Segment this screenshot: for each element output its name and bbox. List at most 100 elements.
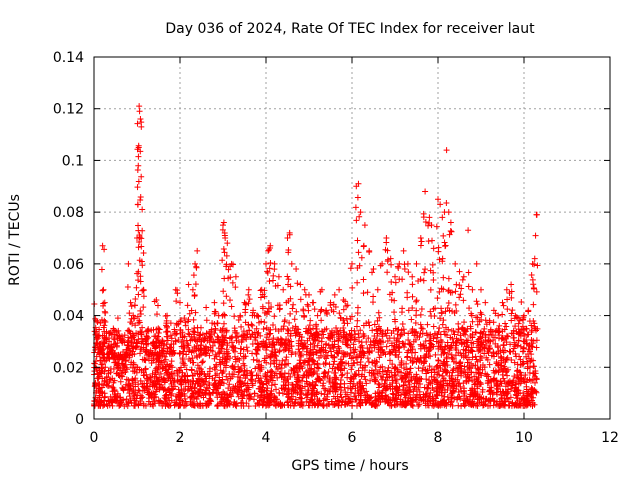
baseline-point bbox=[362, 376, 369, 383]
data-point bbox=[185, 281, 192, 288]
spike-point bbox=[192, 281, 199, 288]
baseline-point bbox=[384, 327, 391, 334]
baseline-point bbox=[324, 352, 331, 359]
baseline-point bbox=[231, 366, 238, 373]
spike-point bbox=[136, 231, 143, 238]
baseline-point bbox=[464, 398, 471, 405]
spike-point bbox=[227, 297, 233, 304]
baseline-point bbox=[284, 398, 291, 405]
baseline-point bbox=[458, 341, 465, 348]
x-tick-label: 4 bbox=[262, 430, 271, 446]
spike-point bbox=[391, 316, 398, 323]
spike-point bbox=[475, 348, 482, 355]
baseline-point bbox=[508, 357, 515, 364]
baseline-point bbox=[406, 389, 413, 396]
baseline-point bbox=[243, 372, 250, 379]
baseline-point bbox=[357, 392, 364, 399]
baseline-point bbox=[415, 365, 422, 372]
baseline-point bbox=[515, 375, 522, 382]
baseline-point bbox=[204, 385, 211, 392]
baseline-point bbox=[433, 377, 440, 384]
spike-point bbox=[242, 306, 249, 313]
baseline-point bbox=[441, 346, 448, 353]
baseline-point bbox=[313, 326, 320, 333]
baseline-point bbox=[443, 380, 450, 387]
data-point bbox=[192, 260, 199, 267]
spike-point bbox=[356, 213, 363, 220]
spike-point bbox=[508, 288, 515, 295]
baseline-point bbox=[363, 339, 370, 346]
spike-point bbox=[261, 287, 268, 294]
baseline-point bbox=[271, 313, 278, 320]
baseline-point bbox=[284, 330, 291, 337]
baseline-point bbox=[174, 368, 181, 375]
baseline-point bbox=[254, 331, 261, 338]
baseline-point bbox=[492, 368, 499, 375]
baseline-point bbox=[441, 362, 448, 369]
spike-point bbox=[375, 309, 382, 316]
baseline-point bbox=[472, 362, 479, 369]
spike-point bbox=[132, 344, 139, 351]
baseline-point bbox=[354, 353, 361, 360]
spike-point bbox=[515, 337, 522, 344]
spike-point bbox=[261, 319, 268, 326]
spike-point bbox=[173, 298, 180, 305]
spike-point bbox=[259, 305, 266, 312]
baseline-point bbox=[102, 364, 109, 371]
spike-point bbox=[366, 248, 373, 255]
spike-point bbox=[318, 317, 325, 324]
data-point bbox=[361, 222, 368, 229]
baseline-point bbox=[437, 331, 444, 338]
spike-point bbox=[177, 326, 184, 333]
baseline-point bbox=[507, 341, 514, 348]
spike-point bbox=[219, 257, 226, 264]
baseline-point bbox=[348, 375, 355, 382]
baseline-point bbox=[443, 355, 450, 362]
baseline-point bbox=[475, 366, 482, 373]
baseline-point bbox=[206, 352, 213, 359]
spike-point bbox=[235, 317, 242, 324]
baseline-point bbox=[265, 336, 272, 343]
baseline-point bbox=[252, 334, 259, 341]
ticks-layer: 0 2 4 6 8 10 12 0 0.02 0.04 0.06 0.08 0.1 0.12 0.14 bbox=[53, 50, 619, 446]
baseline-point bbox=[532, 388, 539, 395]
baseline-point bbox=[203, 330, 210, 337]
spike-point bbox=[124, 341, 131, 348]
spike-point bbox=[110, 335, 117, 342]
spike-point bbox=[249, 322, 256, 329]
baseline-point bbox=[379, 368, 386, 375]
spike-point bbox=[487, 326, 494, 333]
baseline-point bbox=[106, 398, 113, 405]
x-tick-label: 8 bbox=[434, 430, 443, 446]
baseline-point bbox=[507, 394, 514, 401]
baseline-point bbox=[448, 390, 455, 397]
spike-point bbox=[489, 332, 496, 339]
baseline-point bbox=[240, 402, 247, 409]
spike-point bbox=[321, 326, 328, 333]
baseline-point bbox=[351, 371, 358, 378]
baseline-point bbox=[181, 395, 188, 402]
baseline-point bbox=[392, 394, 399, 401]
baseline-point bbox=[280, 374, 287, 381]
baseline-point bbox=[111, 388, 118, 395]
data-point bbox=[100, 286, 107, 293]
spike-point bbox=[456, 294, 463, 301]
baseline-point bbox=[306, 369, 313, 376]
baseline-point bbox=[499, 388, 506, 395]
spike-point bbox=[360, 322, 367, 329]
baseline-point bbox=[358, 373, 365, 380]
spike-point bbox=[404, 289, 411, 296]
baseline-point bbox=[197, 400, 204, 407]
baseline-point bbox=[463, 354, 470, 361]
baseline-point bbox=[231, 313, 238, 320]
baseline-point bbox=[254, 400, 261, 407]
spike-point bbox=[118, 335, 125, 342]
spike-point bbox=[171, 326, 178, 333]
baseline-point bbox=[476, 399, 483, 406]
baseline-point bbox=[329, 354, 336, 361]
data-point bbox=[222, 235, 229, 241]
spike-point bbox=[318, 328, 325, 335]
baseline-point bbox=[119, 373, 126, 380]
baseline-point bbox=[134, 339, 141, 346]
spike-point bbox=[100, 300, 107, 307]
